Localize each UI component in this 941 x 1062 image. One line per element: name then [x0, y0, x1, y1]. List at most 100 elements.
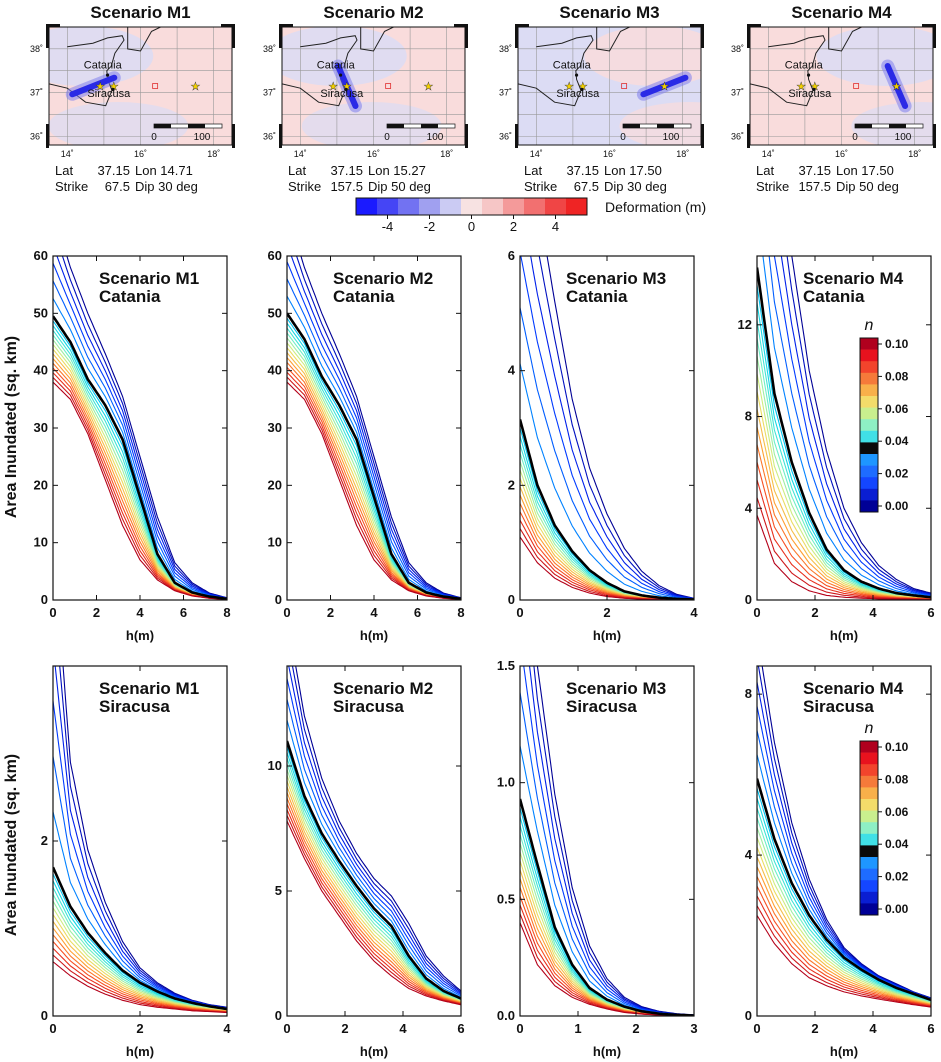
x-axis-label: h(m): [360, 1044, 388, 1059]
series-line-n-0.070: [53, 920, 227, 1012]
series-line-n-0.085: [287, 803, 461, 1004]
n-color-swatch: [860, 430, 878, 443]
series-line-bold: [757, 267, 931, 599]
n-tick-label: 0.04: [885, 837, 909, 851]
x-tick-label: 0: [49, 605, 56, 620]
series-lines: [53, 256, 227, 600]
x-tick-label: 0: [753, 1021, 760, 1036]
n-color-swatch: [860, 419, 878, 432]
series-line-n-0.060: [520, 469, 694, 600]
map-frame-corner: [46, 124, 49, 148]
series-lines: [757, 666, 931, 1008]
n-color-swatch: [860, 764, 878, 777]
x-tick-label: 4: [869, 1021, 877, 1036]
map-frame: [281, 26, 466, 146]
series-line-n-0.040: [287, 752, 461, 1000]
coastline: [750, 35, 826, 107]
series-line-n-0.070: [757, 856, 931, 1005]
lat-tick-label: 38˚: [30, 44, 43, 54]
epicenter-star-marker: ★: [810, 81, 820, 93]
strike-label: Strike: [524, 179, 557, 194]
deformation-color-swatch: [377, 198, 399, 215]
deformation-lobe: [49, 27, 154, 86]
n-tick-label: 0.10: [885, 740, 909, 754]
n-tick-label: 0.06: [885, 805, 909, 819]
siracusa-dot: [111, 87, 115, 92]
map-frame-corner: [515, 124, 518, 148]
series-line-n-0.010: [757, 681, 931, 1000]
map-frame-corner: [515, 24, 518, 48]
n-color-swatch: [860, 787, 878, 800]
n-color-swatch: [860, 500, 878, 513]
fault-rupture: [884, 62, 909, 110]
chart-title: Scenario M4: [803, 679, 904, 698]
x-tick-label: 0: [516, 1021, 523, 1036]
coastline-calabria: [127, 27, 161, 52]
map-frame-corner: [454, 24, 468, 27]
square-marker: [385, 83, 392, 89]
x-tick-label: 0: [283, 605, 290, 620]
strike-label: Strike: [55, 179, 88, 194]
series-line-n-0.080: [757, 876, 931, 1006]
series-line-n-0.090: [287, 809, 461, 1005]
y-tick-label: 4: [508, 363, 516, 378]
chart-title: Scenario M3: [566, 269, 666, 288]
scale-label: 0: [151, 132, 157, 143]
y-tick-label: 30: [34, 420, 48, 435]
lon-tick-label: 18˚: [676, 149, 689, 159]
lat-label: Lat: [756, 163, 774, 178]
y-tick-label: 4: [745, 847, 753, 862]
x-tick-label: 1: [574, 1021, 581, 1036]
series-line-n-0.015: [287, 678, 461, 996]
scenario-map-4: ★ ★ ★ Catania Siracusa 0 100 14˚ 16˚ 18˚ 36˚ 37˚ 38˚…: [731, 3, 936, 194]
n-color-swatch: [860, 891, 878, 904]
city-label-catania: Catania: [317, 60, 356, 72]
deformation-tick-label: -4: [382, 219, 394, 234]
series-line-n-0.080: [287, 797, 461, 1004]
map-frame-corner: [46, 24, 60, 27]
lat-label: Lat: [524, 163, 542, 178]
n-color-swatch: [860, 454, 878, 466]
series-line-n-0.045: [757, 807, 931, 1003]
chart-subtitle: Catania: [803, 287, 865, 306]
epicenter-star-marker: ★: [109, 81, 119, 93]
map-frame: [749, 26, 934, 146]
strike-value: 157.5: [330, 179, 363, 194]
scale-bar-segment: [154, 124, 171, 128]
series-line-n-0.010: [288, 666, 461, 994]
deformation-lobe: [851, 102, 933, 145]
epicenter-star-marker: ★: [328, 81, 338, 93]
series-line-n-0.005: [786, 256, 931, 595]
siracusa-dot: [812, 87, 816, 92]
series-line-n-0.100: [287, 820, 461, 1006]
scale-label: 100: [895, 132, 912, 143]
series-lines: [520, 666, 694, 1016]
deformation-lobe: [282, 27, 407, 86]
x-tick-label: 2: [811, 1021, 818, 1036]
n-color-swatch: [860, 407, 878, 420]
n-color-swatch: [860, 880, 878, 893]
series-line-n-0.100: [757, 514, 931, 600]
series-lines: [520, 256, 694, 600]
map-title: Scenario M1: [90, 3, 190, 22]
x-tick-label: 4: [399, 1021, 407, 1036]
lon-text: Lon 17.50: [604, 163, 662, 178]
series-line-n-0.045: [520, 444, 694, 600]
lat-value: 37.15: [798, 163, 831, 178]
deformation-color-swatch: [461, 198, 483, 215]
coastline-calabria: [360, 27, 394, 52]
y-tick-label: 2: [41, 833, 48, 848]
series-line-n-0.090: [757, 895, 931, 1007]
series-line-n-0.065: [757, 391, 931, 599]
y-tick-label: 6: [508, 248, 515, 263]
map-frame-corner: [221, 24, 235, 27]
series-line-n-0.045: [287, 757, 461, 1001]
y-axis-label-top: Area Inundated (sq. km): [3, 336, 20, 518]
series-line-n-0.015: [520, 256, 694, 600]
scale-label: 100: [427, 132, 444, 143]
deformation-tick-label: 2: [510, 219, 517, 234]
scenario-map-2: ★ ★ ★ Catania Siracusa 0 100 14˚ 16˚ 18˚ 36˚ 37˚ 38˚…: [263, 3, 468, 194]
y-tick-label: 0: [275, 592, 282, 607]
series-line-n-0.060: [287, 775, 461, 1002]
